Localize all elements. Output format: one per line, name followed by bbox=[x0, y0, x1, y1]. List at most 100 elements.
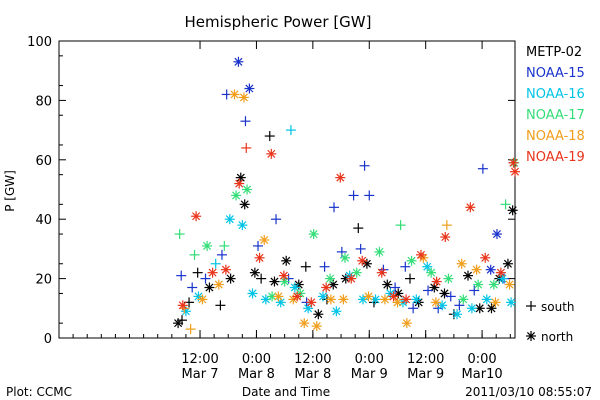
data-point-north bbox=[311, 321, 322, 332]
data-point-north bbox=[430, 297, 441, 308]
marker-legend-label: north bbox=[541, 330, 573, 344]
data-point-south bbox=[177, 315, 188, 326]
series-metp-02 bbox=[173, 131, 518, 329]
plot-area bbox=[58, 40, 516, 339]
legend-item: NOAA-15 bbox=[526, 66, 585, 81]
data-point-north bbox=[191, 211, 202, 222]
data-point-north bbox=[335, 172, 346, 183]
data-point-north bbox=[238, 92, 249, 103]
data-point-north bbox=[242, 184, 253, 195]
legend-item: NOAA-19 bbox=[526, 150, 585, 165]
data-point-south bbox=[405, 273, 416, 284]
data-point-north bbox=[392, 297, 403, 308]
plot-frame bbox=[58, 40, 516, 339]
data-point-north bbox=[388, 291, 399, 302]
data-point-north bbox=[497, 273, 508, 284]
data-point-north bbox=[379, 294, 390, 305]
data-point-north bbox=[374, 246, 385, 257]
data-point-north bbox=[239, 199, 250, 210]
data-point-north bbox=[508, 157, 519, 168]
data-point-south bbox=[240, 116, 251, 127]
data-point-north bbox=[422, 261, 433, 272]
data-point-north bbox=[506, 297, 517, 308]
y-tick-label: 20 bbox=[35, 273, 52, 288]
data-point-north bbox=[363, 291, 374, 302]
data-point-north bbox=[462, 270, 473, 281]
data-point-south bbox=[192, 267, 203, 278]
data-point-north bbox=[204, 282, 215, 293]
x-tick-label-time: 12:00 bbox=[407, 352, 444, 367]
data-point-south bbox=[200, 273, 211, 284]
data-point-north bbox=[376, 267, 387, 278]
data-point-north bbox=[247, 288, 258, 299]
data-point-north bbox=[308, 229, 319, 240]
data-point-north bbox=[339, 252, 350, 263]
data-point-south bbox=[219, 240, 230, 251]
data-point-north bbox=[426, 267, 437, 278]
legend-item: NOAA-18 bbox=[526, 129, 585, 144]
data-point-north bbox=[325, 294, 336, 305]
data-point-south bbox=[300, 261, 311, 272]
data-point-south bbox=[441, 220, 452, 231]
data-point-north bbox=[331, 306, 342, 317]
legend-item: NOAA-16 bbox=[526, 87, 585, 102]
data-point-north bbox=[207, 267, 218, 278]
y-tick-label: 80 bbox=[35, 94, 52, 109]
data-point-north bbox=[213, 279, 224, 290]
data-point-north bbox=[225, 273, 236, 284]
legend: METP-02 NOAA-15 NOAA-16 NOAA-17 NOAA-18 NOAA-… bbox=[526, 45, 585, 165]
data-point-north bbox=[480, 252, 491, 263]
data-point-north bbox=[481, 294, 492, 305]
y-axis-label: P [GW] bbox=[3, 170, 17, 212]
data-point-north bbox=[229, 89, 240, 100]
data-point-south bbox=[390, 282, 401, 293]
data-point-north bbox=[466, 303, 477, 314]
data-point-north bbox=[507, 205, 518, 216]
data-point-north bbox=[281, 255, 292, 266]
x-tick-label-date: Mar10 bbox=[462, 367, 503, 382]
data-point-north bbox=[504, 279, 515, 290]
data-point-north bbox=[456, 258, 467, 269]
data-point-north bbox=[289, 282, 300, 293]
data-point-north bbox=[224, 214, 235, 225]
data-point-south bbox=[477, 163, 488, 174]
x-tick-label-time: 12:00 bbox=[181, 352, 218, 367]
x-tick-label-time: 0:00 bbox=[467, 352, 496, 367]
data-point-north bbox=[382, 279, 393, 290]
legend-item: NOAA-17 bbox=[526, 108, 585, 123]
data-point-north bbox=[292, 291, 303, 302]
y-tick-label: 0 bbox=[44, 332, 52, 347]
data-point-south bbox=[256, 273, 267, 284]
marker-legend-item: north bbox=[526, 330, 573, 344]
data-point-south bbox=[408, 303, 419, 314]
data-point-south bbox=[526, 301, 536, 311]
data-point-south bbox=[319, 261, 330, 272]
data-point-south bbox=[174, 229, 185, 240]
data-point-south bbox=[454, 300, 465, 311]
series-noaa-15 bbox=[176, 56, 510, 314]
data-point-north bbox=[269, 276, 280, 287]
data-point-north bbox=[249, 267, 260, 278]
data-point-north bbox=[415, 249, 426, 260]
x-tick-label-date: Mar 8 bbox=[294, 367, 331, 382]
x-axis-label: Date and Time bbox=[242, 385, 330, 399]
data-point-north bbox=[491, 229, 502, 240]
data-point-south bbox=[469, 285, 480, 296]
data-point-north bbox=[313, 309, 324, 320]
data-point-north bbox=[299, 318, 310, 329]
data-point-north bbox=[502, 258, 513, 269]
data-point-north bbox=[510, 166, 520, 177]
footer-right: 2011/03/10 08:55:07 bbox=[465, 385, 592, 399]
data-point-north bbox=[202, 240, 213, 251]
chart-title: Hemispheric Power [GW] bbox=[185, 13, 372, 31]
data-point-south bbox=[423, 285, 434, 296]
data-point-south bbox=[189, 249, 200, 260]
data-point-north bbox=[431, 276, 442, 287]
data-point-south bbox=[364, 190, 375, 201]
data-point-north bbox=[490, 297, 501, 308]
data-point-north bbox=[495, 267, 506, 278]
data-point-north bbox=[440, 232, 451, 243]
data-point-north bbox=[237, 220, 248, 231]
data-points bbox=[173, 56, 520, 335]
data-point-north bbox=[234, 178, 245, 189]
